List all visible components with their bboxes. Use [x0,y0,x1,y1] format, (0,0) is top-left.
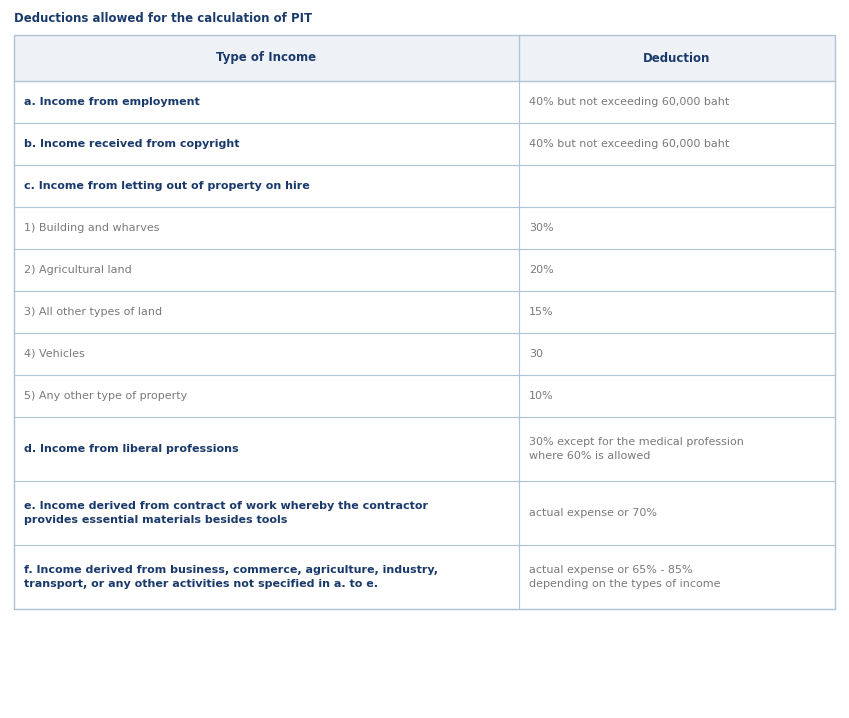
Text: 1) Building and wharves: 1) Building and wharves [24,223,160,233]
Bar [14,291,835,333]
Text: b. Income received from copyright: b. Income received from copyright [24,139,239,149]
Bar [14,481,835,545]
Text: 30% except for the medical profession
where 60% is allowed: 30% except for the medical profession wh… [529,437,744,462]
Text: Deduction: Deduction [644,52,711,65]
Text: 30: 30 [529,349,543,359]
Bar [14,333,835,375]
Text: Deductions allowed for the calculation of PIT: Deductions allowed for the calculation o… [14,12,312,25]
Text: 30%: 30% [529,223,554,233]
Text: 15%: 15% [529,307,554,317]
Text: actual expense or 70%: actual expense or 70% [529,508,657,518]
Text: Type of Income: Type of Income [216,52,317,65]
Text: 10%: 10% [529,391,554,401]
Bar [14,249,835,291]
Text: e. Income derived from contract of work whereby the contractor
provides essentia: e. Income derived from contract of work … [24,500,428,526]
Bar [14,375,835,417]
Text: 4) Vehicles: 4) Vehicles [24,349,85,359]
Text: actual expense or 65% - 85%
depending on the types of income: actual expense or 65% - 85% depending on… [529,564,721,589]
Text: 20%: 20% [529,265,554,275]
Text: 40% but not exceeding 60,000 baht: 40% but not exceeding 60,000 baht [529,97,729,107]
Bar [14,81,835,123]
Text: f. Income derived from business, commerce, agriculture, industry,
transport, or : f. Income derived from business, commerc… [24,564,438,589]
Bar [14,35,835,81]
Text: 5) Any other type of property: 5) Any other type of property [24,391,188,401]
Text: a. Income from employment: a. Income from employment [24,97,200,107]
Text: 3) All other types of land: 3) All other types of land [24,307,162,317]
Text: 40% but not exceeding 60,000 baht: 40% but not exceeding 60,000 baht [529,139,729,149]
Bar [14,417,835,481]
Bar [14,35,835,609]
Bar [14,123,835,165]
Bar [14,165,835,207]
Text: d. Income from liberal professions: d. Income from liberal professions [24,444,239,454]
Bar [14,545,835,609]
Bar [14,207,835,249]
Text: c. Income from letting out of property on hire: c. Income from letting out of property o… [24,181,310,191]
Text: 2) Agricultural land: 2) Agricultural land [24,265,132,275]
